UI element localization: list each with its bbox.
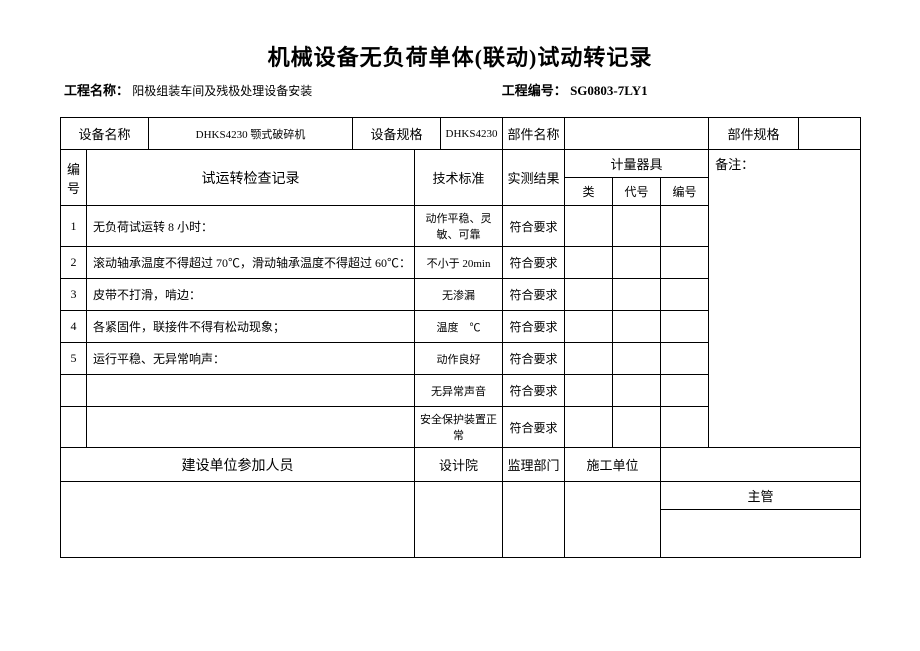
meta-right: 工程编号： SG0803-7LY1 (502, 80, 860, 99)
result-cell: 符合要求 (503, 279, 565, 311)
result-cell: 符合要求 (503, 375, 565, 407)
supervise-value (503, 482, 565, 558)
std-cell: 温度 ℃ (415, 311, 503, 343)
inst-type-cell (565, 247, 613, 279)
project-name-value: 阳极组装车间及残极处理设备安装 (132, 84, 312, 98)
record-cell: 滚动轴承温度不得超过 70℃，滑动轴承温度不得超过 60℃： (87, 247, 415, 279)
inst-no-cell (661, 407, 709, 448)
manager-value (661, 510, 861, 558)
inst-code-cell (613, 247, 661, 279)
construct-label: 施工单位 (565, 448, 661, 482)
inst-no-cell (661, 311, 709, 343)
design-label: 设计院 (415, 448, 503, 482)
serial-cell (61, 407, 87, 448)
col-record: 试运转检查记录 (87, 150, 415, 206)
result-cell: 符合要求 (503, 343, 565, 375)
project-code-value: SG0803-7LY1 (570, 83, 648, 98)
col-header-row-1: 编号 试运转检查记录 技术标准 实测结果 计量器具 备注： (61, 150, 861, 178)
inst-type-cell (565, 311, 613, 343)
inst-code-cell (613, 407, 661, 448)
serial-cell: 2 (61, 247, 87, 279)
col-inst-code: 代号 (613, 178, 661, 206)
std-cell: 无异常声音 (415, 375, 503, 407)
build-unit-label: 建设单位参加人员 (61, 448, 415, 482)
equip-info-row: 设备名称 DHKS4230 颚式破碎机 设备规格 DHKS4230 部件名称 部… (61, 118, 861, 150)
manager-label: 主管 (661, 482, 861, 510)
record-cell (87, 407, 415, 448)
page: 机械设备无负荷单体(联动)试动转记录 工程名称： 阳极组装车间及残极处理设备安装… (0, 0, 920, 558)
equip-name-value: DHKS4230 颚式破碎机 (149, 118, 353, 150)
serial-cell: 5 (61, 343, 87, 375)
col-instrument: 计量器具 (565, 150, 709, 178)
record-cell: 无负荷试运转 8 小时： (87, 206, 415, 247)
project-code-label: 工程编号： (502, 83, 567, 98)
std-cell: 无渗漏 (415, 279, 503, 311)
main-table: 设备名称 DHKS4230 颚式破碎机 设备规格 DHKS4230 部件名称 部… (60, 117, 861, 558)
std-cell: 不小于 20min (415, 247, 503, 279)
serial-cell (61, 375, 87, 407)
inst-type-cell (565, 375, 613, 407)
inst-type-cell (565, 343, 613, 375)
col-inst-no: 编号 (661, 178, 709, 206)
inst-code-cell (613, 279, 661, 311)
meta-row: 工程名称： 阳极组装车间及残极处理设备安装 工程编号： SG0803-7LY1 (60, 80, 860, 99)
equip-spec-label: 设备规格 (353, 118, 441, 150)
serial-cell: 4 (61, 311, 87, 343)
record-cell (87, 375, 415, 407)
project-name-label: 工程名称： (64, 83, 129, 98)
part-spec-value (799, 118, 861, 150)
inst-code-cell (613, 206, 661, 247)
col-std: 技术标准 (415, 150, 503, 206)
supervise-label: 监理部门 (503, 448, 565, 482)
result-cell: 符合要求 (503, 407, 565, 448)
std-cell: 动作良好 (415, 343, 503, 375)
part-name-value (565, 118, 709, 150)
result-cell: 符合要求 (503, 206, 565, 247)
build-unit-value (61, 482, 415, 558)
part-spec-label: 部件规格 (709, 118, 799, 150)
inst-no-cell (661, 343, 709, 375)
result-cell: 符合要求 (503, 247, 565, 279)
footer-row-1: 主管 (61, 482, 861, 510)
record-cell: 各紧固件，联接件不得有松动现象； (87, 311, 415, 343)
serial-cell: 3 (61, 279, 87, 311)
col-result: 实测结果 (503, 150, 565, 206)
inst-no-cell (661, 247, 709, 279)
equip-spec-value: DHKS4230 (441, 118, 503, 150)
std-cell: 安全保护装置正常 (415, 407, 503, 448)
inst-type-cell (565, 206, 613, 247)
inst-no-cell (661, 279, 709, 311)
col-remark: 备注： (709, 150, 861, 448)
inst-no-cell (661, 375, 709, 407)
inst-code-cell (613, 343, 661, 375)
serial-cell: 1 (61, 206, 87, 247)
col-serial: 编号 (61, 150, 87, 206)
meta-left: 工程名称： 阳极组装车间及残极处理设备安装 (64, 80, 502, 99)
inst-code-cell (613, 311, 661, 343)
equip-name-label: 设备名称 (61, 118, 149, 150)
page-title: 机械设备无负荷单体(联动)试动转记录 (60, 40, 860, 72)
inst-no-cell (661, 206, 709, 247)
footer-header-row: 建设单位参加人员 设计院 监理部门 施工单位 (61, 448, 861, 482)
result-cell: 符合要求 (503, 311, 565, 343)
part-name-label: 部件名称 (503, 118, 565, 150)
record-cell: 皮带不打滑，啃边： (87, 279, 415, 311)
inst-type-cell (565, 279, 613, 311)
footer-empty (661, 448, 861, 482)
record-cell: 运行平稳、无异常响声： (87, 343, 415, 375)
inst-code-cell (613, 375, 661, 407)
inst-type-cell (565, 407, 613, 448)
design-value (415, 482, 503, 558)
std-cell: 动作平稳、灵敏、可靠 (415, 206, 503, 247)
construct-value (565, 482, 661, 558)
col-inst-type: 类 (565, 178, 613, 206)
